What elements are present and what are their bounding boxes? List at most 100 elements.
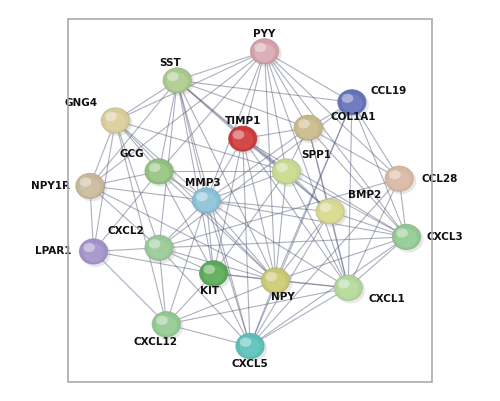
Ellipse shape	[204, 265, 215, 274]
Ellipse shape	[318, 200, 347, 227]
Ellipse shape	[240, 338, 252, 347]
Ellipse shape	[83, 243, 95, 252]
Ellipse shape	[389, 170, 400, 179]
Text: COL1A1: COL1A1	[330, 112, 376, 122]
Ellipse shape	[254, 43, 275, 62]
Ellipse shape	[334, 275, 363, 301]
Ellipse shape	[392, 224, 421, 250]
Ellipse shape	[342, 94, 362, 113]
Ellipse shape	[144, 235, 174, 261]
Ellipse shape	[100, 107, 130, 134]
Text: CXCL1: CXCL1	[368, 294, 405, 304]
Ellipse shape	[272, 158, 301, 184]
Ellipse shape	[316, 199, 344, 224]
Ellipse shape	[229, 126, 256, 151]
Ellipse shape	[203, 265, 224, 284]
Ellipse shape	[240, 338, 260, 356]
Ellipse shape	[148, 239, 160, 249]
Ellipse shape	[334, 275, 362, 300]
Ellipse shape	[339, 91, 369, 118]
Ellipse shape	[386, 168, 416, 194]
Ellipse shape	[254, 43, 266, 52]
Text: CCL28: CCL28	[421, 174, 458, 184]
Ellipse shape	[156, 316, 168, 325]
Ellipse shape	[232, 130, 244, 139]
Ellipse shape	[148, 163, 170, 182]
Ellipse shape	[102, 109, 132, 136]
Text: CXCL5: CXCL5	[232, 358, 268, 369]
Ellipse shape	[230, 128, 260, 154]
Ellipse shape	[192, 187, 221, 214]
Ellipse shape	[384, 166, 414, 192]
Ellipse shape	[192, 188, 220, 213]
Ellipse shape	[392, 225, 420, 249]
Text: BMP2: BMP2	[348, 190, 382, 200]
Ellipse shape	[394, 226, 424, 252]
Ellipse shape	[79, 238, 108, 265]
Ellipse shape	[152, 311, 181, 337]
Ellipse shape	[76, 174, 104, 198]
Ellipse shape	[236, 333, 264, 359]
Ellipse shape	[145, 159, 173, 184]
Ellipse shape	[148, 240, 170, 258]
Ellipse shape	[338, 279, 349, 288]
Ellipse shape	[238, 335, 267, 362]
Ellipse shape	[250, 39, 278, 64]
Ellipse shape	[144, 158, 174, 184]
Text: GCG: GCG	[120, 149, 144, 159]
Ellipse shape	[162, 67, 192, 93]
Ellipse shape	[232, 131, 253, 149]
Ellipse shape	[298, 119, 310, 128]
Ellipse shape	[396, 228, 408, 237]
Ellipse shape	[228, 126, 258, 152]
Ellipse shape	[263, 269, 292, 296]
Ellipse shape	[167, 73, 188, 91]
Ellipse shape	[80, 177, 92, 186]
Ellipse shape	[154, 313, 184, 340]
Ellipse shape	[252, 40, 282, 67]
Text: PYY: PYY	[254, 29, 276, 39]
Text: NPY: NPY	[271, 292, 294, 302]
Ellipse shape	[386, 166, 413, 191]
Ellipse shape	[320, 203, 332, 212]
Ellipse shape	[102, 108, 129, 133]
Text: KIT: KIT	[200, 286, 220, 296]
Ellipse shape	[294, 115, 323, 141]
Ellipse shape	[298, 119, 318, 138]
Ellipse shape	[276, 163, 288, 172]
Text: TIMP1: TIMP1	[224, 116, 261, 126]
Ellipse shape	[146, 160, 176, 187]
Ellipse shape	[274, 160, 304, 187]
Ellipse shape	[338, 90, 365, 115]
Ellipse shape	[105, 112, 117, 121]
Ellipse shape	[148, 163, 160, 172]
Ellipse shape	[167, 72, 178, 81]
Ellipse shape	[265, 273, 286, 291]
Text: SST: SST	[159, 58, 181, 68]
Ellipse shape	[272, 159, 300, 184]
Ellipse shape	[316, 198, 344, 225]
Ellipse shape	[196, 192, 216, 211]
Ellipse shape	[276, 163, 297, 182]
Text: NPY1R: NPY1R	[31, 181, 70, 191]
Ellipse shape	[80, 239, 108, 264]
Ellipse shape	[296, 117, 326, 143]
Ellipse shape	[265, 272, 277, 281]
Ellipse shape	[262, 268, 289, 293]
Ellipse shape	[320, 203, 340, 222]
Text: CXCL2: CXCL2	[108, 226, 144, 236]
Ellipse shape	[396, 229, 417, 247]
Text: CCL19: CCL19	[370, 86, 406, 96]
Ellipse shape	[200, 261, 228, 286]
Ellipse shape	[146, 237, 176, 263]
Ellipse shape	[164, 68, 191, 93]
Ellipse shape	[77, 175, 107, 201]
Ellipse shape	[342, 94, 353, 103]
Ellipse shape	[389, 171, 409, 189]
Text: LPAR1: LPAR1	[35, 247, 72, 257]
Ellipse shape	[337, 89, 366, 115]
Ellipse shape	[75, 173, 104, 199]
Ellipse shape	[105, 112, 126, 131]
Ellipse shape	[145, 235, 173, 260]
Ellipse shape	[199, 260, 228, 286]
